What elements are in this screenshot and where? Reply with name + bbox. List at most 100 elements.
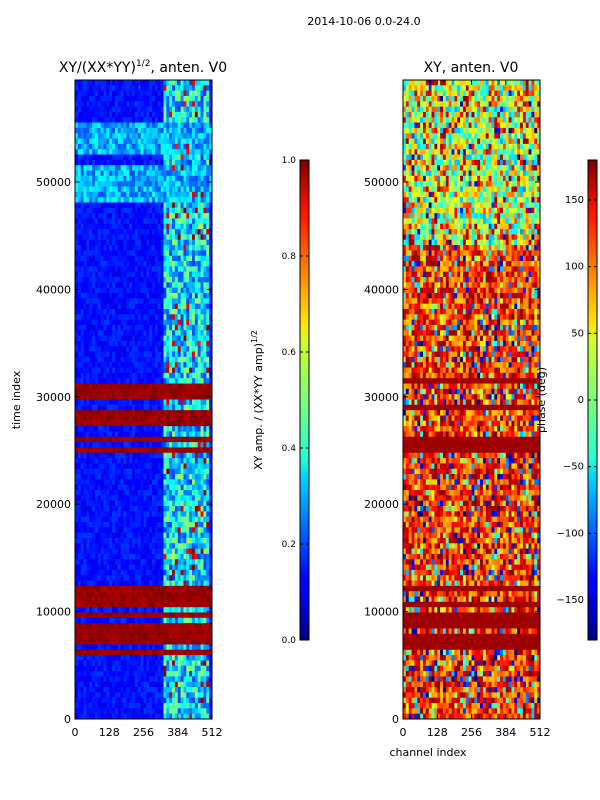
heatmap-cell (197, 213, 201, 219)
heatmap-cell (149, 90, 153, 97)
heatmap-cell (200, 585, 204, 592)
heatmap-cell (174, 223, 179, 230)
heatmap-cell (209, 468, 213, 475)
heatmap-cell (149, 436, 153, 443)
heatmap-cell (109, 149, 113, 155)
heatmap-cell (117, 394, 122, 400)
heatmap-cell (172, 532, 176, 539)
heatmap-cell (132, 127, 136, 134)
heatmap-cell (157, 442, 162, 448)
heatmap-cell (129, 548, 133, 555)
heatmap-cell (166, 559, 170, 565)
heatmap-cell (152, 436, 156, 443)
heatmap-cell (209, 335, 213, 342)
heatmap-cell (143, 553, 147, 560)
heatmap-cell (129, 474, 133, 480)
heatmap-cell (92, 159, 96, 166)
heatmap-cell (143, 612, 147, 619)
heatmap-cell (100, 277, 104, 283)
heatmap-cell (77, 468, 82, 475)
heatmap-cell (183, 90, 187, 97)
heatmap-cell (106, 559, 110, 565)
heatmap-cell (203, 181, 207, 187)
heatmap-cell (129, 293, 133, 299)
heatmap-cell (83, 426, 87, 432)
heatmap-cell (80, 282, 84, 289)
heatmap-cell (177, 111, 181, 118)
heatmap-cell (120, 181, 124, 187)
heatmap-cell (129, 591, 133, 597)
heatmap-cell (100, 601, 104, 608)
heatmap-cell (92, 298, 96, 305)
heatmap-cell (197, 383, 201, 390)
heatmap-cell (126, 197, 130, 203)
heatmap-cell (160, 287, 164, 294)
heatmap-cell (149, 468, 153, 475)
heatmap-cell (123, 601, 127, 608)
heatmap-cell (149, 138, 153, 145)
heatmap-cell (97, 213, 102, 219)
heatmap-cell (172, 207, 176, 214)
heatmap-cell (166, 383, 170, 390)
heatmap-cell (123, 255, 127, 262)
heatmap-cell (109, 95, 113, 102)
heatmap-cell (120, 452, 124, 459)
heatmap-cell (106, 436, 110, 443)
heatmap-cell (169, 239, 173, 246)
heatmap-cell (143, 468, 147, 475)
heatmap-cell (177, 207, 181, 214)
heatmap-cell (183, 308, 187, 315)
heatmap-cell (154, 287, 159, 294)
heatmap-cell (126, 111, 130, 118)
heatmap-cell (194, 495, 199, 502)
heatmap-cell (97, 356, 102, 363)
heatmap-cell (132, 250, 136, 257)
heatmap-cell (149, 484, 153, 491)
heatmap-cell (89, 202, 93, 209)
heatmap-cell (143, 202, 147, 209)
heatmap-cell (83, 111, 87, 118)
heatmap-cell (149, 404, 153, 411)
heatmap-cell (112, 143, 116, 150)
heatmap-cell (174, 261, 179, 267)
heatmap-cell (137, 553, 142, 560)
heatmap-cell (86, 388, 90, 395)
heatmap-cell (154, 202, 159, 209)
heatmap-cell (86, 303, 90, 310)
heatmap-cell (200, 548, 204, 555)
heatmap-cell (117, 261, 122, 267)
heatmap-cell (94, 197, 99, 203)
heatmap-cell (134, 261, 139, 267)
heatmap-cell (77, 553, 82, 560)
heatmap-cell (169, 85, 173, 92)
heatmap-cell (174, 170, 179, 177)
heatmap-cell (140, 111, 144, 118)
heatmap-cell (183, 623, 187, 629)
heatmap-cell (83, 607, 87, 613)
heatmap-cell (86, 452, 90, 459)
heatmap-cell (114, 617, 119, 624)
heatmap-cell (126, 575, 130, 581)
heatmap-cell (112, 607, 116, 613)
heatmap-cell (197, 330, 201, 336)
heatmap-cell (112, 261, 116, 267)
heatmap-cell (80, 511, 84, 518)
heatmap-cell (163, 388, 167, 395)
heatmap-cell (117, 617, 122, 624)
heatmap-cell (137, 607, 142, 613)
heatmap-cell (134, 319, 139, 326)
heatmap-cell (112, 90, 116, 97)
heatmap-cell (189, 484, 193, 491)
heatmap-cell (177, 159, 181, 166)
heatmap-cell (197, 356, 201, 363)
heatmap-cell (189, 138, 193, 145)
heatmap-cell (200, 601, 204, 608)
heatmap-cell (112, 623, 116, 629)
heatmap-cell (194, 287, 199, 294)
heatmap-cell (194, 319, 199, 326)
heatmap-cell (169, 138, 173, 145)
heatmap-cell (77, 628, 82, 635)
heatmap-cell (157, 133, 162, 139)
heatmap-cell (180, 511, 184, 518)
heatmap-cell (80, 394, 84, 400)
